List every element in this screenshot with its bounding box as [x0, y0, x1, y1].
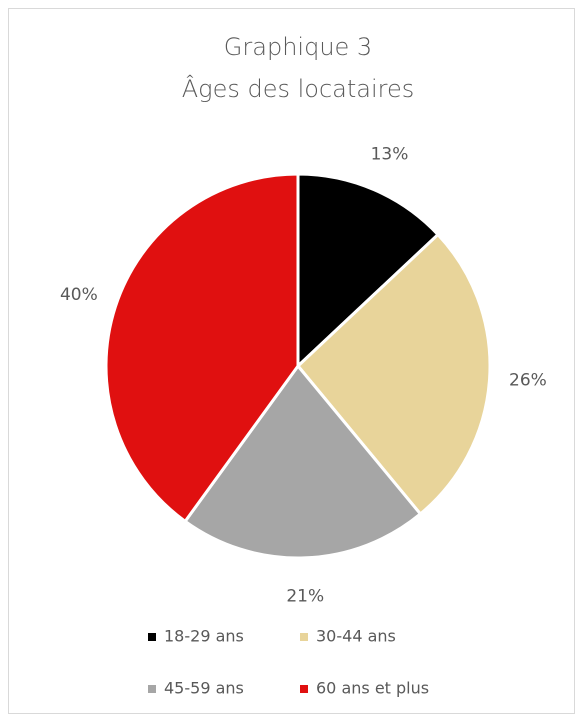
legend-swatch: [148, 685, 156, 693]
legend-label: 45-59 ans: [164, 679, 244, 698]
data-label: 26%: [509, 370, 547, 390]
legend-label: 18-29 ans: [164, 627, 244, 646]
pie-slice: [104, 172, 300, 524]
chart-title: Graphique 3: [224, 33, 372, 61]
legend-swatch: [148, 633, 156, 641]
legend-swatch: [300, 685, 308, 693]
legend-label: 30-44 ans: [316, 627, 396, 646]
data-label: 13%: [371, 145, 409, 165]
pie-slice: [295, 232, 492, 517]
pie-slice: [296, 172, 441, 370]
legend-swatch: [300, 633, 308, 641]
chart-subtitle: Âges des locataires: [182, 74, 415, 103]
data-label: 40%: [60, 285, 98, 305]
legend-label: 60 ans et plus: [316, 679, 429, 698]
pie-slice: [183, 363, 423, 560]
data-label: 21%: [286, 586, 324, 606]
